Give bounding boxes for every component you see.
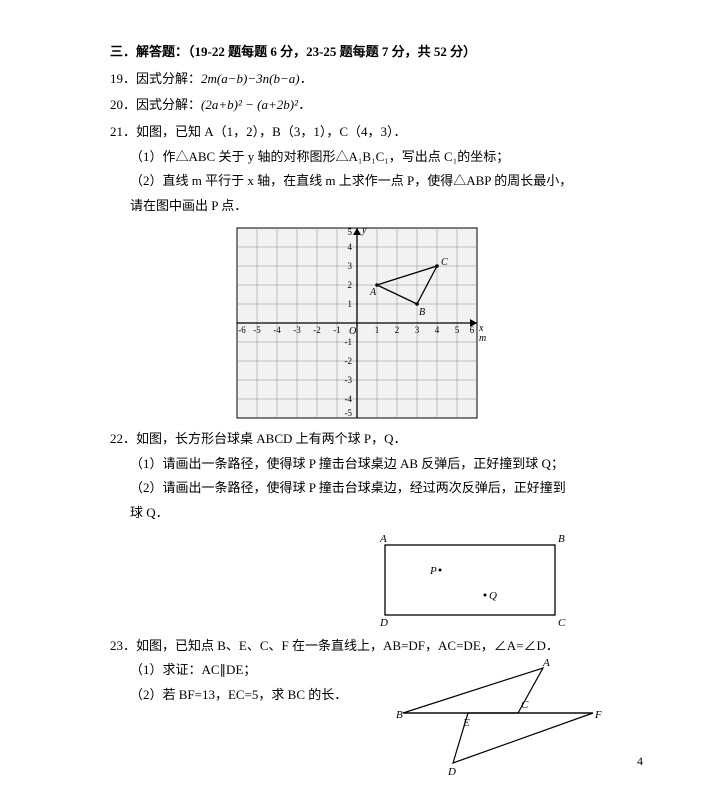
svg-text:-2: -2 [344, 356, 352, 366]
question-22: 22．如图，长方形台球桌 ABCD 上有两个球 P，Q． （1）请画出一条路径，… [110, 427, 603, 630]
f-F: F [594, 709, 602, 721]
q21-grid-figure: -5-4-3-2-1 123456 -6 12345 -1-2-3-4-5 A … [227, 223, 487, 423]
q23-p1: （1）求证：AC∥DE； [110, 658, 393, 683]
svg-text:4: 4 [347, 242, 352, 252]
svg-text:-6: -6 [238, 325, 246, 335]
svg-text:-4: -4 [344, 394, 352, 404]
q22-p1: （1）请画出一条路径，使得球 P 撞击台球桌边 AB 反弹后，正好撞到球 Q； [110, 452, 603, 477]
svg-text:2: 2 [394, 325, 399, 335]
label-B: B [419, 307, 425, 318]
q22-num: 22． [110, 431, 136, 446]
f-A: A [542, 658, 550, 669]
q22-stem: 如图，长方形台球桌 ABCD 上有两个球 P，Q． [136, 431, 407, 446]
svg-text:1: 1 [347, 299, 352, 309]
rect-B: B [558, 533, 565, 545]
svg-text:2: 2 [347, 280, 352, 290]
svg-text:-2: -2 [313, 325, 321, 335]
q21-p2: （2）直线 m 平行于 x 轴，在直线 m 上求作一点 P，使得△ABP 的周长… [110, 169, 603, 194]
question-20: 20．因式分解：(2a+b)² − (a+2b)²． [110, 93, 603, 118]
q21-p2b: 请在图中画出 P 点． [110, 194, 603, 219]
svg-text:3: 3 [347, 261, 352, 271]
q19-expr: 2m(a−b)−3n(b−a)． [201, 71, 313, 86]
question-19: 19．因式分解：2m(a−b)−3n(b−a)． [110, 67, 603, 92]
section-title: 三．解答题：（19-22 题每题 6 分，23-25 题每题 7 分，共 52 … [110, 40, 603, 65]
svg-text:1: 1 [374, 325, 379, 335]
f-E: E [462, 717, 470, 729]
page-number: 4 [637, 754, 643, 769]
q23-stem: 如图，已知点 B、E、C、F 在一条直线上，AB=DF，AC=DE，∠A=∠D． [136, 638, 559, 653]
svg-text:5: 5 [454, 325, 459, 335]
svg-text:6: 6 [469, 325, 474, 335]
rect-Q: Q [489, 590, 497, 602]
q21-num: 21． [110, 124, 136, 139]
q23-num: 23． [110, 638, 136, 653]
question-23: 23．如图，已知点 B、E、C、F 在一条直线上，AB=DF，AC=DE，∠A=… [110, 634, 603, 779]
svg-text:5: 5 [347, 227, 352, 237]
svg-text:-1: -1 [344, 337, 352, 347]
svg-text:4: 4 [434, 325, 439, 335]
svg-text:-5: -5 [344, 408, 352, 418]
rect-C: C [558, 617, 566, 629]
svg-text:-3: -3 [293, 325, 301, 335]
q20-num: 20． [110, 97, 136, 112]
f-D: D [447, 766, 456, 778]
f-B: B [396, 709, 403, 721]
q21-stem: 如图，已知 A（1，2），B（3，1），C（4，3）． [136, 124, 406, 139]
q19-num: 19． [110, 71, 136, 86]
svg-text:-4: -4 [273, 325, 281, 335]
question-21: 21．如图，已知 A（1，2），B（3，1），C（4，3）． （1）作△ABC … [110, 120, 603, 423]
label-O: O [349, 326, 356, 337]
q22-p2b: 球 Q． [110, 501, 603, 526]
q19-label: 因式分解： [136, 71, 201, 86]
svg-text:-1: -1 [333, 325, 341, 335]
page-content: 三．解答题：（19-22 题每题 6 分，23-25 题每题 7 分，共 52 … [0, 0, 703, 778]
rect-A: A [379, 533, 387, 545]
rect-D: D [379, 617, 388, 629]
q22-rect-figure: A B C D P Q [370, 530, 570, 630]
svg-text:-3: -3 [344, 375, 352, 385]
rect-P: P [429, 565, 437, 577]
q23-figure: A B E C F D [393, 658, 603, 778]
q23-p2: （2）若 BF=13，EC=5，求 BC 的长． [110, 683, 393, 708]
label-y: y [361, 225, 367, 236]
q20-expr: (2a+b)² − (a+2b)²． [201, 97, 311, 112]
label-m: m [479, 333, 486, 344]
svg-text:-5: -5 [253, 325, 261, 335]
q21-p1: （1）作△ABC 关于 y 轴的对称图形△A₁B₁C₁，写出点 C₁的坐标； [110, 145, 603, 170]
svg-text:3: 3 [414, 325, 419, 335]
label-A: A [369, 287, 377, 298]
label-C: C [441, 257, 448, 268]
q22-p2: （2）请画出一条路径，使得球 P 撞击台球桌边，经过两次反弹后，正好撞到 [110, 476, 603, 501]
f-C: C [521, 699, 529, 711]
q20-label: 因式分解： [136, 97, 201, 112]
